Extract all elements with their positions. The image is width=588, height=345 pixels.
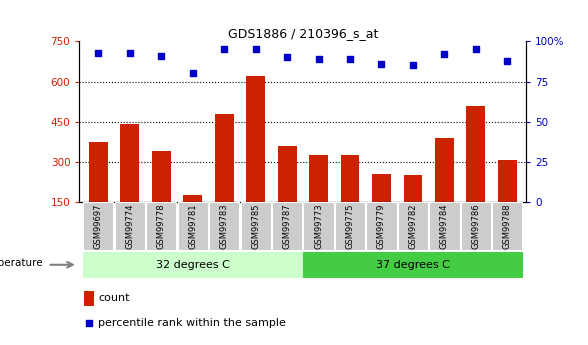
Text: 37 degrees C: 37 degrees C [376, 260, 450, 270]
Bar [146, 202, 176, 250]
Point [251, 47, 260, 52]
Bar [246, 76, 265, 242]
Point [440, 51, 449, 57]
Bar [309, 155, 328, 242]
Bar [240, 202, 270, 250]
Bar [372, 174, 391, 242]
Bar [215, 114, 233, 242]
Point [314, 56, 323, 62]
Bar [272, 202, 302, 250]
Bar [303, 202, 333, 250]
Text: percentile rank within the sample: percentile rank within the sample [98, 318, 286, 328]
Text: 32 degrees C: 32 degrees C [156, 260, 229, 270]
Point [93, 50, 103, 56]
Text: GSM99783: GSM99783 [220, 203, 229, 249]
Text: count: count [98, 293, 129, 303]
Bar [498, 160, 517, 242]
Text: GSM99782: GSM99782 [409, 203, 417, 249]
Bar [398, 202, 428, 250]
Text: GSM99779: GSM99779 [377, 203, 386, 249]
Bar [340, 155, 359, 242]
Point [188, 71, 198, 76]
Text: GSM99774: GSM99774 [125, 203, 134, 249]
Point [471, 47, 480, 52]
Bar [435, 138, 454, 242]
Bar [429, 202, 460, 250]
Bar [278, 146, 296, 242]
Text: GSM99787: GSM99787 [283, 203, 292, 249]
Text: GSM99785: GSM99785 [251, 203, 260, 249]
Bar [466, 106, 485, 242]
Text: GSM99786: GSM99786 [472, 203, 480, 249]
Bar [89, 142, 108, 242]
Bar [121, 124, 139, 242]
Bar [152, 151, 171, 242]
Bar [366, 202, 396, 250]
Text: temperature: temperature [0, 258, 44, 268]
Point [84, 320, 93, 325]
Text: GSM99788: GSM99788 [503, 203, 512, 249]
Bar [115, 202, 145, 250]
Bar [335, 202, 365, 250]
Bar [183, 195, 202, 242]
Bar [209, 202, 239, 250]
Text: GSM99773: GSM99773 [314, 203, 323, 249]
Bar [403, 175, 422, 242]
Point [156, 53, 166, 59]
Bar [492, 202, 523, 250]
Point [377, 61, 386, 67]
Bar [83, 202, 113, 250]
Bar [82, 252, 303, 278]
Point [125, 50, 135, 56]
Point [503, 58, 512, 63]
Text: GSM99775: GSM99775 [346, 203, 355, 249]
Point [219, 47, 229, 52]
Point [282, 55, 292, 60]
Bar [461, 202, 491, 250]
Point [345, 56, 355, 62]
Text: GSM99778: GSM99778 [157, 203, 166, 249]
Title: GDS1886 / 210396_s_at: GDS1886 / 210396_s_at [228, 27, 378, 40]
Text: GSM99781: GSM99781 [188, 203, 197, 249]
Bar [303, 252, 523, 278]
Text: GSM99784: GSM99784 [440, 203, 449, 249]
Text: GSM99697: GSM99697 [93, 203, 103, 249]
Bar [178, 202, 208, 250]
Point [408, 63, 417, 68]
Bar [84, 290, 93, 306]
